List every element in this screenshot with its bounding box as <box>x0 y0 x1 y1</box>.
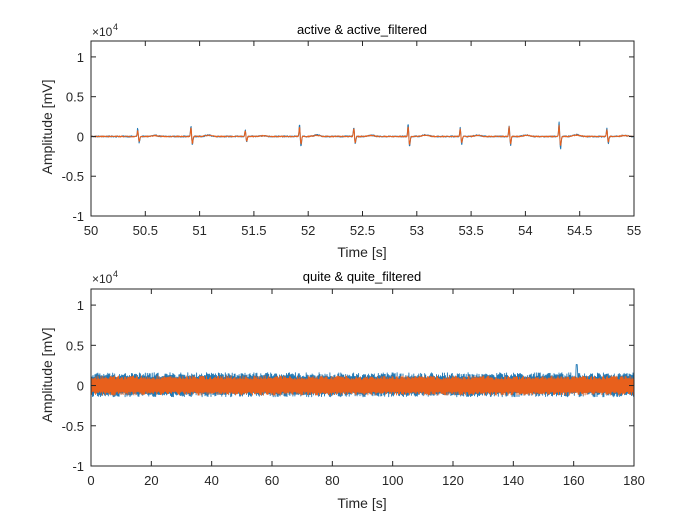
x-tick-label: 52 <box>301 223 315 238</box>
x-axis-label: Time [s] <box>337 495 386 511</box>
y-tick-label: -1 <box>72 209 84 224</box>
series-layer <box>90 121 635 150</box>
y-axis-label: Amplitude [mV] <box>39 328 55 423</box>
x-axis-label: Time [s] <box>337 244 386 260</box>
x-tick-label: 51.5 <box>241 223 266 238</box>
x-tick-label: 54.5 <box>567 223 592 238</box>
exponent-power: 4 <box>113 269 118 279</box>
x-tick-label: 140 <box>502 473 524 488</box>
y-tick-label: 1 <box>77 50 84 65</box>
x-tick-label: 160 <box>563 473 585 488</box>
x-tick-label: 53 <box>410 223 424 238</box>
y-tick-label: 0.5 <box>66 90 84 105</box>
x-tick-label: 55 <box>627 223 641 238</box>
subplot-active: active & active_filtered ×10 4 Amplitude… <box>39 22 641 260</box>
x-tick-label: 50 <box>84 223 98 238</box>
axes-box <box>90 40 635 217</box>
y-tick-label: 1 <box>77 298 84 313</box>
exponent-base: ×10 <box>92 25 113 39</box>
x-tick-label: 20 <box>144 473 158 488</box>
x-tick-label: 54 <box>518 223 532 238</box>
series-line-quite-filtered <box>90 375 635 396</box>
axes-box <box>90 288 635 467</box>
chart-title: active & active_filtered <box>297 22 427 37</box>
x-tick-label: 53.5 <box>458 223 483 238</box>
x-tick-label: 60 <box>265 473 279 488</box>
exponent-base: ×10 <box>92 272 113 286</box>
tick-layer: 0 20 40 60 80 100 120 140 160 180 -1 -0.5 0 0.5 1 <box>62 289 645 488</box>
series-layer <box>90 364 635 398</box>
x-tick-label: 51 <box>192 223 206 238</box>
x-tick-label: 0 <box>87 473 94 488</box>
y-tick-label: 0 <box>77 129 84 144</box>
x-tick-label: 50.5 <box>133 223 158 238</box>
subplot-quite: quite & quite_filtered ×10 4 Amplitude [… <box>39 269 645 511</box>
x-tick-label: 180 <box>623 473 645 488</box>
y-tick-label: -0.5 <box>62 169 84 184</box>
y-tick-label: -1 <box>72 459 84 474</box>
x-tick-label: 120 <box>442 473 464 488</box>
x-tick-label: 40 <box>204 473 218 488</box>
y-tick-label: 0.5 <box>66 338 84 353</box>
y-tick-label: -0.5 <box>62 419 84 434</box>
x-tick-label: 80 <box>325 473 339 488</box>
y-tick-label: 0 <box>77 379 84 394</box>
exponent-label: ×10 4 <box>92 22 118 39</box>
tick-layer: 50 50.5 51 51.5 52 52.5 53 53.5 54 54.5 55 -1 -0.5 0 0… <box>62 41 641 238</box>
exponent-power: 4 <box>113 22 118 32</box>
series-line-active-filtered <box>90 124 635 146</box>
exponent-label: ×10 4 <box>92 269 118 286</box>
y-axis-label: Amplitude [mV] <box>39 80 55 175</box>
chart-title: quite & quite_filtered <box>303 269 422 284</box>
x-tick-label: 52.5 <box>350 223 375 238</box>
x-tick-label: 100 <box>382 473 404 488</box>
